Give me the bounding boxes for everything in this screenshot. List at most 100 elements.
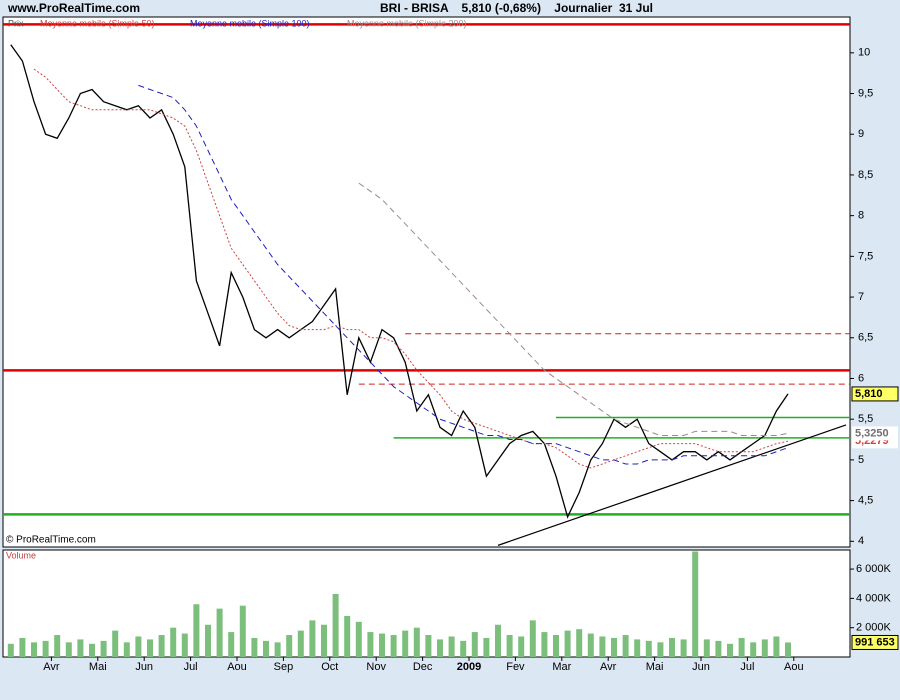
volume-bar [216,608,223,657]
volume-bar [158,635,165,657]
volume-bar [100,640,107,657]
volume-bar [541,632,548,657]
volume-bar [657,642,664,657]
x-tick-label: Avr [43,661,60,673]
y-tick-label: 6 [858,372,864,384]
volume-bar [54,635,61,657]
x-tick-label: Jul [740,661,754,673]
x-tick-label: Mai [89,661,107,673]
y-tick-label: 4,5 [858,495,873,507]
x-tick-label: Mai [646,661,664,673]
volume-bar [518,636,525,657]
y-tick-label: 6 000K [856,563,892,575]
volume-bar [599,636,606,657]
y-tick-label: 4 000K [856,592,892,604]
value-label: 5,810 [855,388,883,400]
volume-bar [471,632,478,657]
volume-bar [553,635,559,657]
moving-average [138,84,789,465]
volume-bar [379,633,385,657]
volume-bar [587,633,594,657]
volume-bar [228,632,235,657]
volume-bar [761,639,768,657]
value-label-bg [851,634,899,650]
volume-bar [147,639,153,657]
volume-bar [65,642,72,657]
volume-bar [645,640,652,657]
volume-bar [669,637,675,657]
volume-bar [460,640,467,657]
volume-bar [181,633,188,657]
moving-average [33,68,789,469]
volume-bar [506,635,513,657]
volume-bar [692,551,699,657]
y-tick-label: 4 [858,535,864,547]
legend-entry: Moyenne mobile (Simple 100) [190,18,310,28]
volume-bar [112,630,119,657]
x-tick-label: Dec [413,661,433,673]
volume-bar [19,637,26,657]
volume-bar [715,640,722,657]
volume-bar [634,639,641,657]
x-tick-label: Nov [366,661,386,673]
x-tick-label: Avr [600,661,617,673]
x-tick-label: Aou [227,661,247,673]
volume-bar [42,640,49,657]
volume-bar [437,639,443,657]
volume-bar [321,624,327,657]
volume-bar [205,624,211,657]
x-tick-label: Jul [184,661,198,673]
volume-bar [785,642,791,657]
y-tick-label: 2 000K [856,622,892,634]
volume-bar [576,629,583,657]
volume-bar [170,627,177,657]
volume-bar [309,620,316,657]
y-tick-label: 5,5 [858,413,873,425]
x-tick-label: Oct [321,661,338,673]
volume-bar [390,635,397,657]
x-tick-label: Sep [274,661,294,673]
volume-bar [297,630,304,657]
moving-average [358,182,789,436]
value-label-bg [851,386,899,402]
volume-bar [251,637,258,657]
y-tick-label: 7,5 [858,250,873,262]
y-tick-label: 5 [858,454,864,466]
chart-title: BRI - BRISA 5,810 (-0,68%) Journalier 31… [380,1,653,15]
y-tick-label: 7 [858,291,864,303]
x-tick-label: Fev [506,661,525,673]
value-label: 5,3250 [855,427,889,439]
volume-bar [738,637,745,657]
volume-title: Volume [6,550,36,560]
volume-bar [263,640,269,657]
value-label-bg [852,426,898,441]
volume-bar [750,642,757,657]
volume-bar [727,643,733,657]
volume-bar [31,642,37,657]
volume-bar [622,635,629,657]
volume-bar [123,642,130,657]
volume-bar [773,636,780,657]
x-tick-label: Jun [692,661,710,673]
volume-bar [89,643,95,657]
volume-bar [274,642,281,657]
volume-bar [344,615,351,657]
volume-bar [77,639,84,657]
x-tick-label: 2009 [457,661,481,673]
x-tick-label: Mar [552,661,571,673]
volume-bar [680,639,687,657]
volume-bar [448,636,455,657]
volume-bar [703,639,710,657]
volume-bar [564,630,571,657]
legend-entry: Prix [8,18,24,28]
y-tick-label: 8 [858,210,864,222]
volume-bar [332,593,339,657]
volume-bar [286,635,293,657]
volume-bar [611,637,617,657]
x-tick-label: Jun [135,661,153,673]
volume-bar [529,620,536,657]
volume-bar [425,635,432,657]
y-tick-label: 9,5 [858,87,873,99]
trend-line [497,424,847,546]
